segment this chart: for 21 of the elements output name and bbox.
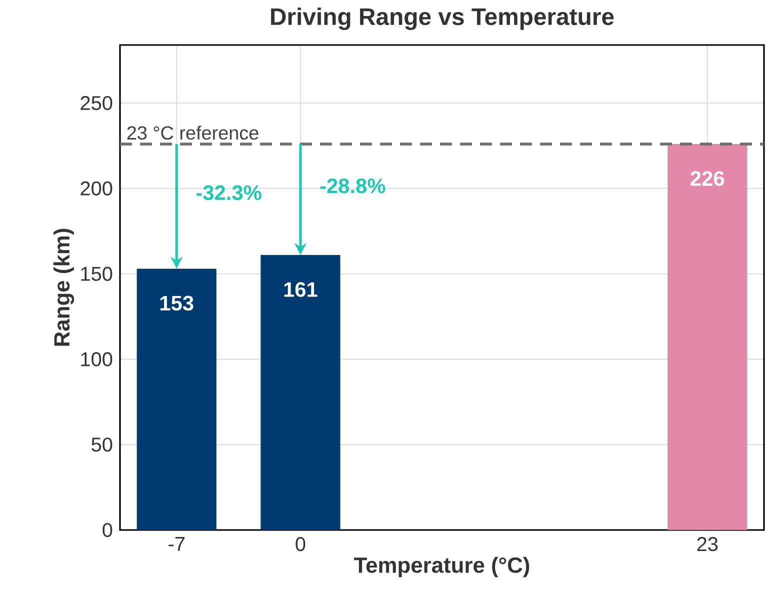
- y-tick-label: 200: [80, 181, 112, 196]
- data-label: 153: [160, 296, 194, 311]
- y-axis-title: Range (km): [54, 228, 74, 346]
- annotation: -28.8%: [320, 178, 386, 194]
- y-tick-label: 100: [81, 352, 112, 366]
- y-tick-label: 150: [81, 266, 112, 281]
- bar: [260, 255, 340, 530]
- bar: [136, 268, 216, 530]
- chart-title: Driving Range vs Temperature: [271, 8, 614, 30]
- y-tick-label: 250: [80, 96, 112, 110]
- data-label: 161: [284, 282, 318, 297]
- annotation: -32.3%: [196, 185, 262, 200]
- x-tick-label: -7: [168, 537, 184, 551]
- y-tick-label: 0: [102, 522, 112, 538]
- y-tick-label: 50: [92, 438, 112, 452]
- x-tick-label: 23: [697, 537, 718, 552]
- x-axis-title: Temperature (°C): [354, 556, 530, 578]
- ref-line-label: 23 °C reference: [127, 126, 258, 140]
- x-tick-label: 0: [296, 537, 306, 552]
- bar: [668, 144, 748, 530]
- data-label: 226: [690, 171, 724, 186]
